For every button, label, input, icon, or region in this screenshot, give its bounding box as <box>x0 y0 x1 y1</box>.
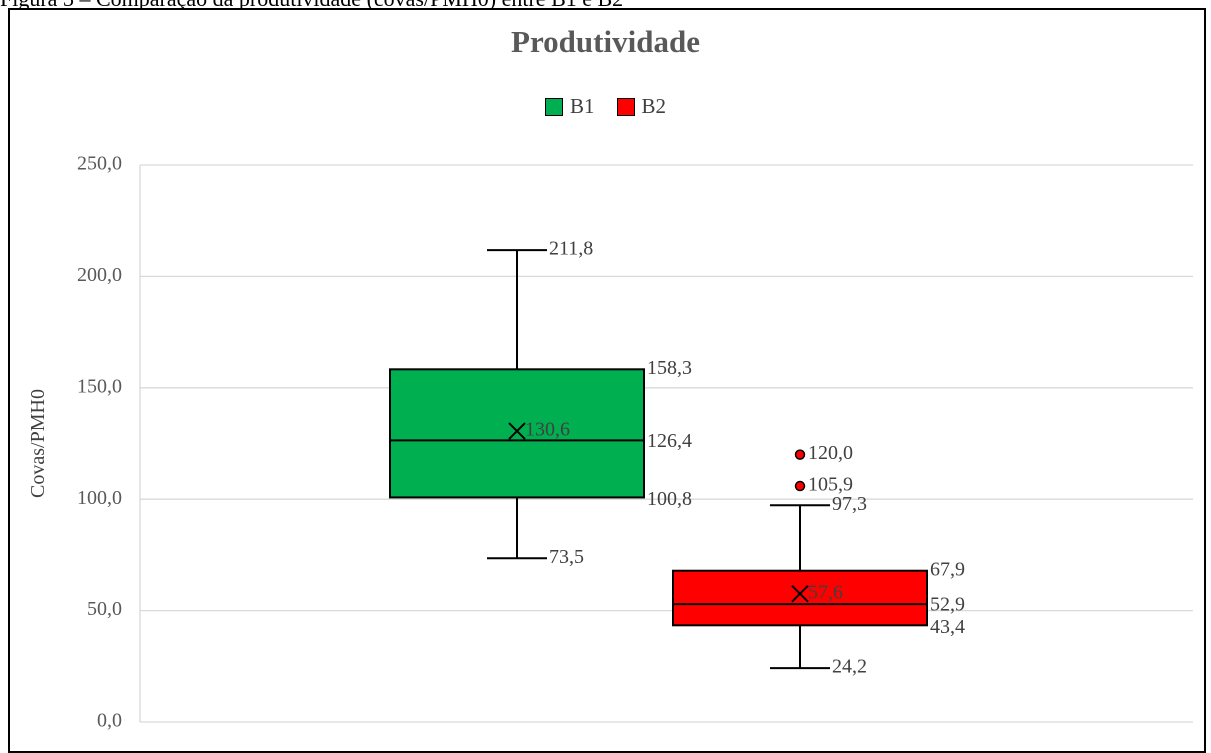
y-tick-label: 150,0 <box>77 375 122 397</box>
min-label: 73,5 <box>549 546 584 568</box>
chart-legend: B1 B2 <box>0 94 1211 119</box>
legend-label-b2: B2 <box>641 94 667 118</box>
mean-marker <box>791 584 809 603</box>
figure-caption: Figura 3 – Comparação da produtividade (… <box>0 0 1211 8</box>
median-label: 126,4 <box>647 430 692 452</box>
outlier-label: 105,9 <box>808 474 853 496</box>
outlier-point <box>794 449 806 460</box>
y-tick-label: 0,0 <box>97 710 122 732</box>
outlier-label: 120,0 <box>808 442 853 464</box>
mean-label: 130,6 <box>525 419 570 441</box>
q1-label: 100,8 <box>647 488 692 510</box>
y-axis-label: Covas/PMH0 <box>27 389 49 498</box>
min-label: 24,2 <box>832 656 867 678</box>
mean-label: 57,6 <box>808 581 843 603</box>
legend-swatch-b1 <box>544 97 563 116</box>
max-label: 211,8 <box>549 238 593 260</box>
y-tick-label: 100,0 <box>77 487 122 509</box>
y-tick-label: 250,0 <box>77 153 122 175</box>
box-b2 <box>672 569 928 627</box>
chart-title: Produtividade <box>511 24 700 59</box>
mean-marker <box>508 422 526 440</box>
q3-label: 158,3 <box>647 357 692 379</box>
max-label: 97,3 <box>832 493 867 515</box>
box-b1 <box>389 368 645 499</box>
median-label: 52,9 <box>930 594 965 616</box>
legend-swatch-b2 <box>616 97 635 116</box>
legend-item-b1: B1 <box>544 94 595 119</box>
legend-item-b2: B2 <box>616 94 667 119</box>
y-tick-label: 200,0 <box>77 264 122 286</box>
y-tick-label: 50,0 <box>87 598 122 620</box>
q1-label: 43,4 <box>930 616 965 638</box>
outlier-point <box>794 480 806 492</box>
q3-label: 67,9 <box>930 558 965 580</box>
legend-label-b1: B1 <box>569 94 595 118</box>
